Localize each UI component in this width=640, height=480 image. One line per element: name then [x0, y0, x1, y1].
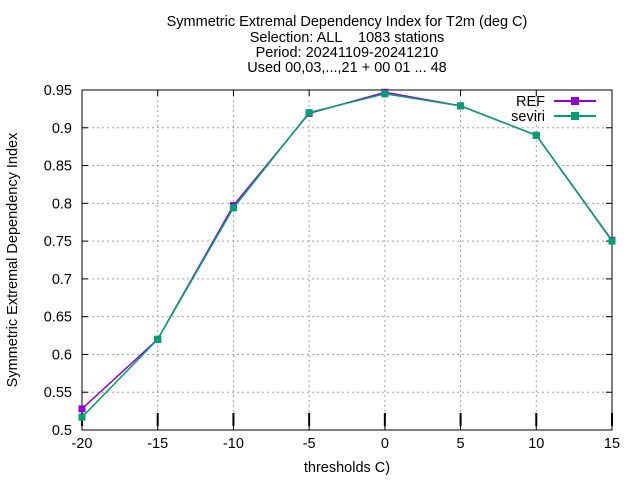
y-tick-label: 0.5 — [52, 423, 72, 439]
data-point-seviri — [78, 413, 86, 421]
legend-marker-seviri — [571, 112, 579, 120]
x-axis-label: thresholds C) — [304, 460, 390, 476]
threshold-markers — [81, 413, 613, 426]
data-point-seviri — [154, 335, 162, 343]
x-tick-label: 0 — [381, 436, 389, 452]
data-point-seviri — [381, 90, 389, 98]
y-tick-label: 0.95 — [44, 83, 72, 99]
axis-ticks — [81, 89, 613, 431]
title-line-3: Period: 20241109-20241210 — [256, 45, 439, 61]
series-line-seviri — [81, 93, 613, 418]
y-tick-label: 0.85 — [44, 159, 72, 175]
y-tick-label: 0.55 — [44, 385, 72, 401]
legend: REF seviri — [511, 94, 596, 125]
data-point-seviri — [457, 102, 465, 110]
x-tick-label: 5 — [457, 436, 465, 452]
x-tick-labels: -20 -15 -10 -5 0 5 10 15 — [72, 436, 621, 452]
legend-item-seviri: seviri — [511, 109, 596, 125]
data-point-seviri — [229, 204, 237, 212]
title-line-2: Selection: ALL 1083 stations — [250, 30, 445, 46]
plot-frame — [81, 89, 613, 431]
data-point-seviri — [532, 131, 540, 139]
title-line-1: Symmetric Extremal Dependency Index for … — [167, 14, 528, 30]
legend-item-ref: REF — [516, 94, 596, 110]
y-tick-label: 0.8 — [52, 196, 72, 212]
x-tick-label: -15 — [147, 436, 168, 452]
title-line-4: Used 00,03,...,21 + 00 01 ... 48 — [247, 60, 447, 76]
x-tick-label: -5 — [303, 436, 316, 452]
y-axis-label: Symmetric Extremal Dependency Index — [5, 132, 21, 387]
y-tick-label: 0.75 — [44, 234, 72, 250]
series-line-ref — [81, 91, 613, 410]
x-tick-label: 15 — [604, 436, 620, 452]
legend-label-seviri: seviri — [511, 109, 545, 125]
data-point-seviri — [608, 237, 616, 245]
data-point-seviri — [305, 109, 313, 117]
series — [78, 88, 616, 421]
legend-marker-ref — [571, 97, 579, 105]
x-tick-label: 10 — [528, 436, 544, 452]
chart-title: Symmetric Extremal Dependency Index for … — [167, 14, 528, 76]
data-point-ref — [78, 405, 86, 413]
y-tick-label: 0.7 — [52, 272, 72, 288]
grid — [82, 90, 612, 430]
y-tick-label: 0.6 — [52, 347, 72, 363]
y-tick-label: 0.65 — [44, 310, 72, 326]
y-tick-labels: 0.5 0.55 0.6 0.65 0.7 0.75 0.8 0.85 0.9 0.95 — [44, 83, 72, 439]
legend-label-ref: REF — [516, 94, 545, 110]
x-tick-label: -20 — [72, 436, 93, 452]
x-tick-label: -10 — [223, 436, 244, 452]
y-tick-label: 0.9 — [52, 121, 72, 137]
